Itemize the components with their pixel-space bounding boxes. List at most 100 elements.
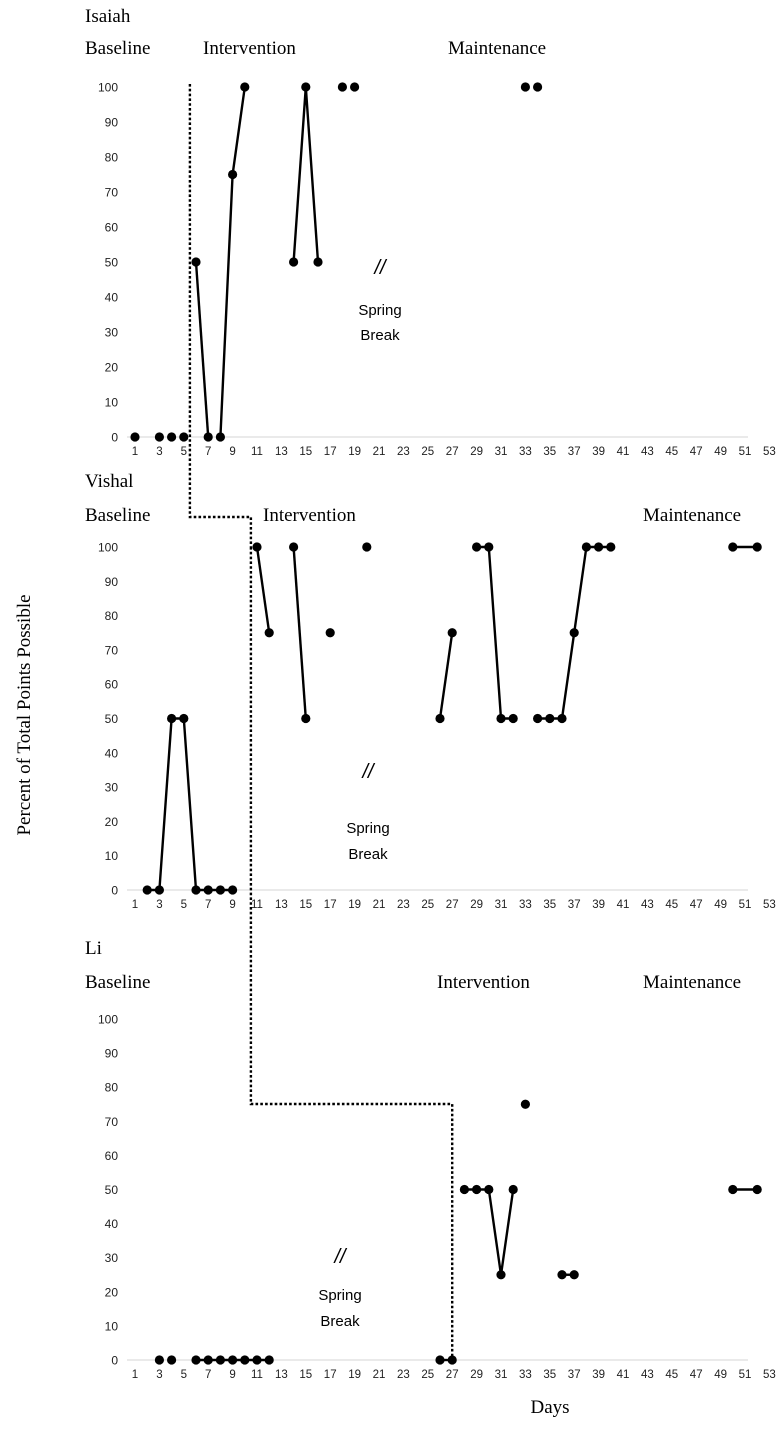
y-tick-label: 50 bbox=[105, 712, 119, 726]
x-tick-label: 43 bbox=[641, 899, 654, 911]
y-tick-label: 100 bbox=[98, 1013, 118, 1027]
data-point bbox=[179, 432, 188, 441]
data-point bbox=[521, 82, 530, 91]
data-point bbox=[557, 714, 566, 723]
y-tick-label: 90 bbox=[105, 575, 119, 589]
x-tick-label: 27 bbox=[446, 899, 459, 911]
data-point bbox=[435, 714, 444, 723]
x-tick-label: 3 bbox=[156, 899, 162, 911]
data-point bbox=[484, 1185, 493, 1194]
x-tick-label: 25 bbox=[421, 1369, 434, 1381]
data-point bbox=[753, 542, 762, 551]
data-point bbox=[435, 1355, 444, 1364]
x-tick-label: 45 bbox=[665, 1369, 678, 1381]
data-point bbox=[509, 714, 518, 723]
spring-break-label: Break bbox=[360, 327, 400, 344]
data-point bbox=[191, 885, 200, 894]
data-point bbox=[289, 542, 298, 551]
data-point bbox=[533, 82, 542, 91]
x-tick-label: 21 bbox=[373, 446, 386, 458]
data-point bbox=[155, 885, 164, 894]
x-tick-label: 17 bbox=[324, 1369, 337, 1381]
x-tick-label: 19 bbox=[348, 446, 361, 458]
spring-break-label: Spring bbox=[318, 1287, 361, 1304]
y-tick-label: 30 bbox=[105, 781, 119, 795]
data-point bbox=[155, 1355, 164, 1364]
data-line bbox=[464, 1190, 513, 1275]
x-tick-label: 29 bbox=[470, 1369, 483, 1381]
x-tick-label: 33 bbox=[519, 1369, 532, 1381]
x-tick-label: 45 bbox=[665, 446, 678, 458]
x-tick-label: 1 bbox=[132, 446, 138, 458]
data-point bbox=[204, 1355, 213, 1364]
x-axis-label: Days bbox=[530, 1397, 569, 1418]
y-tick-label: 20 bbox=[105, 1285, 119, 1299]
y-tick-label: 10 bbox=[105, 396, 119, 410]
data-point bbox=[228, 885, 237, 894]
x-tick-label: 23 bbox=[397, 1369, 410, 1381]
y-tick-label: 40 bbox=[105, 746, 119, 760]
data-line bbox=[294, 87, 318, 262]
x-tick-label: 37 bbox=[568, 899, 581, 911]
spring-break-label: Spring bbox=[358, 302, 401, 319]
x-tick-label: 17 bbox=[324, 899, 337, 911]
x-tick-label: 53 bbox=[763, 446, 776, 458]
data-point bbox=[350, 82, 359, 91]
data-point bbox=[155, 432, 164, 441]
x-tick-label: 27 bbox=[446, 1369, 459, 1381]
y-tick-label: 30 bbox=[105, 1251, 119, 1265]
x-tick-label: 11 bbox=[251, 1369, 263, 1381]
y-tick-label: 90 bbox=[105, 1047, 119, 1061]
x-tick-label: 53 bbox=[763, 899, 776, 911]
x-tick-label: 51 bbox=[739, 1369, 752, 1381]
x-tick-label: 9 bbox=[229, 899, 235, 911]
data-point bbox=[143, 885, 152, 894]
x-tick-label: 33 bbox=[519, 899, 532, 911]
data-point bbox=[496, 1270, 505, 1279]
panel-li: Li Baseline Intervention Maintenance 0 10 20 30… bbox=[85, 938, 782, 1381]
x-tick-label: 47 bbox=[690, 446, 703, 458]
x-tick-label: 47 bbox=[690, 899, 703, 911]
x-tick-label: 49 bbox=[714, 446, 727, 458]
x-tick-label: 49 bbox=[714, 899, 727, 911]
x-tick-label: 13 bbox=[275, 446, 288, 458]
y-tick-label: 50 bbox=[105, 256, 119, 270]
phase-label-intervention: Intervention bbox=[203, 38, 296, 59]
y-tick-label: 80 bbox=[105, 609, 119, 623]
data-point bbox=[570, 1270, 579, 1279]
x-tick-label: 41 bbox=[617, 446, 630, 458]
data-point bbox=[252, 542, 261, 551]
data-point bbox=[521, 1100, 530, 1109]
data-point bbox=[191, 257, 200, 266]
data-point bbox=[130, 432, 139, 441]
y-tick-label: 60 bbox=[105, 678, 119, 692]
x-tick-label: 5 bbox=[181, 1369, 187, 1381]
x-tick-label: 31 bbox=[495, 1369, 508, 1381]
y-tick-label: 80 bbox=[105, 1081, 119, 1095]
y-tick-label: 100 bbox=[98, 541, 118, 555]
phase-label-intervention: Intervention bbox=[437, 972, 530, 993]
y-tick-label: 90 bbox=[105, 116, 119, 130]
x-tick-label: 39 bbox=[592, 899, 605, 911]
data-point bbox=[606, 542, 615, 551]
x-tick-label: 1 bbox=[132, 1369, 138, 1381]
participant-name: Isaiah bbox=[85, 6, 131, 27]
x-tick-label: 51 bbox=[739, 446, 752, 458]
x-tick-label: 9 bbox=[229, 1369, 235, 1381]
phase-label-intervention: Intervention bbox=[263, 505, 356, 526]
y-tick-label: 80 bbox=[105, 151, 119, 165]
x-tick-label: 41 bbox=[617, 1369, 630, 1381]
data-point bbox=[313, 257, 322, 266]
x-tick-label: 23 bbox=[397, 446, 410, 458]
data-line bbox=[294, 547, 306, 719]
data-line bbox=[477, 547, 514, 719]
spring-break-mark: // bbox=[372, 257, 388, 279]
data-point bbox=[582, 542, 591, 551]
data-point bbox=[362, 542, 371, 551]
phase-label-maintenance: Maintenance bbox=[643, 972, 741, 993]
x-tick-label: 3 bbox=[156, 446, 162, 458]
y-tick-label: 60 bbox=[105, 1149, 119, 1163]
data-point bbox=[167, 1355, 176, 1364]
x-tick-label: 7 bbox=[205, 1369, 211, 1381]
